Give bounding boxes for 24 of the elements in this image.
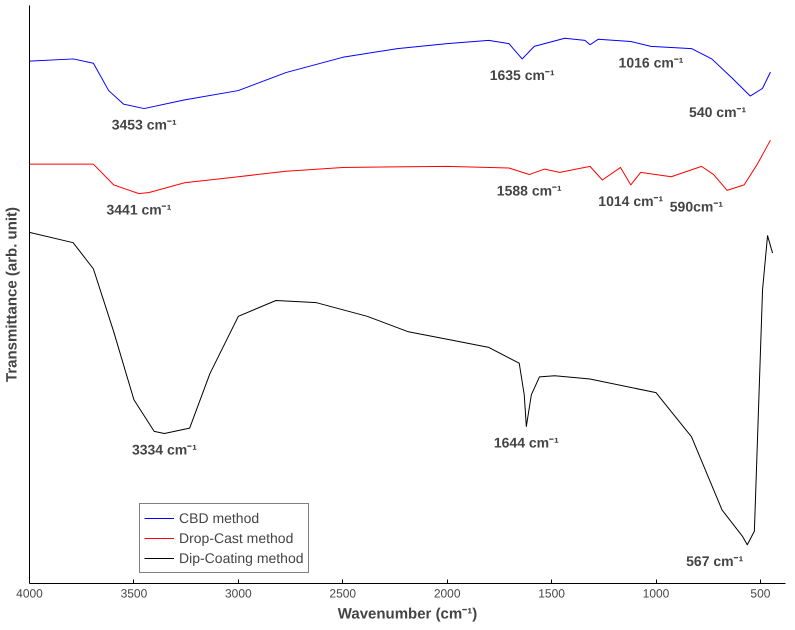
annotation: 1644 cm⁻¹: [494, 434, 560, 450]
annotation: 3334 cm⁻¹: [132, 442, 198, 458]
annotation: 3453 cm⁻¹: [112, 116, 177, 133]
annotation: 1635 cm⁻¹: [490, 66, 555, 83]
annotation: 567 cm⁻¹: [686, 552, 744, 569]
x-tick-label: 2500: [329, 586, 356, 600]
annotation: 1016 cm⁻¹: [618, 54, 684, 70]
x-axis-title: Wavenumber (cm⁻¹): [338, 606, 478, 622]
annotation: 3441 cm⁻¹: [106, 202, 172, 218]
annotation: 1588 cm⁻¹: [496, 182, 562, 199]
legend-label: Drop-Cast method: [179, 530, 294, 546]
y-axis-title: Transmittance (arb. unit): [4, 206, 20, 382]
x-tick-label: 1500: [538, 586, 566, 600]
x-tick-label: 2000: [434, 586, 461, 600]
legend-label: Dip-Coating method: [179, 550, 304, 566]
x-tick-label: 3000: [224, 586, 252, 600]
x-tick-label: 4000: [16, 586, 44, 600]
x-tick-label: 500: [750, 586, 771, 600]
legend-label: CBD method: [179, 510, 260, 526]
annotation: 540 cm⁻¹: [689, 104, 747, 120]
x-tick-label: 3500: [120, 586, 148, 600]
annotation: 1014 cm⁻¹: [598, 192, 664, 209]
x-tick-label: 1000: [642, 586, 670, 600]
annotation: 590cm⁻¹: [670, 198, 724, 214]
